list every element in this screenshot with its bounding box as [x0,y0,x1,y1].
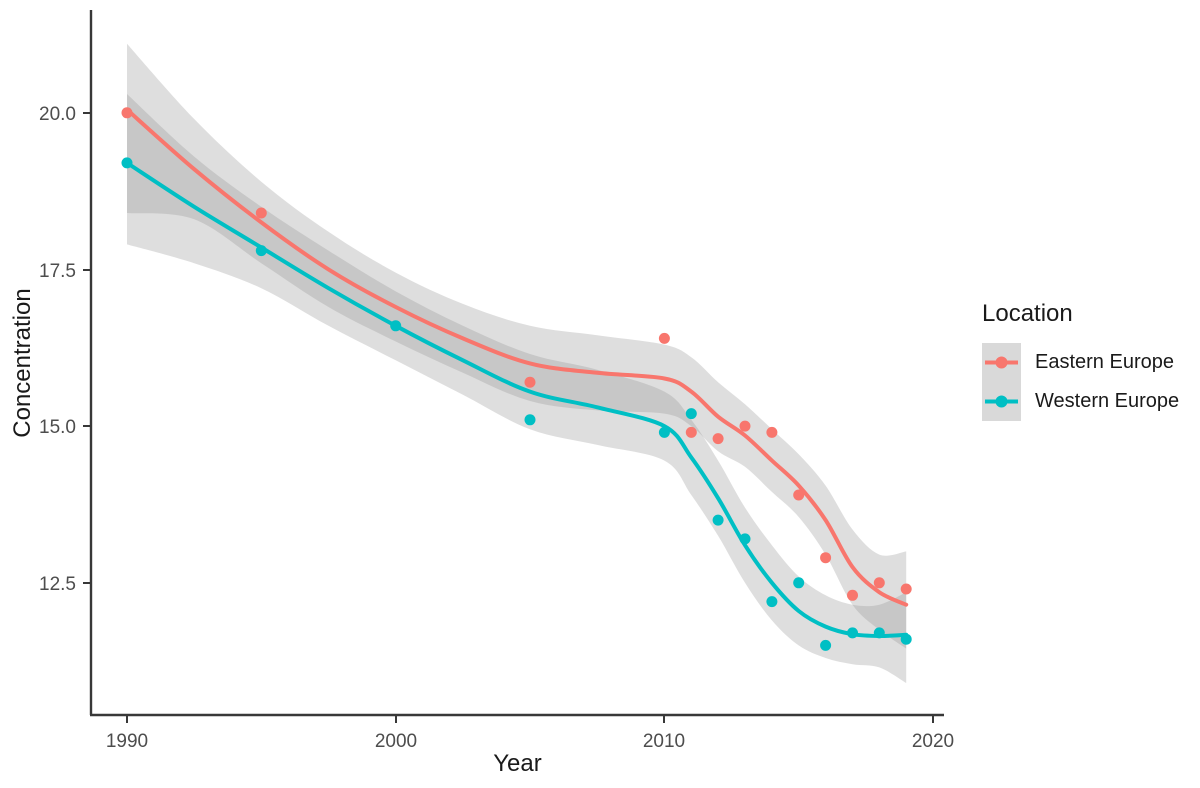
y-tick-label-20-0: 20.0 [39,104,76,125]
data-point-western-europe [900,633,912,645]
legend-title: Location [982,300,1073,327]
y-tick-label-17-5: 17.5 [39,261,76,282]
data-point-western-europe [820,639,832,651]
data-point-western-europe [739,533,751,545]
legend-label-eastern-europe: Eastern Europe [1035,351,1174,373]
data-point-eastern-europe [793,489,805,501]
data-point-eastern-europe [658,332,670,344]
x-tick-label-2000: 2000 [375,731,417,752]
smooth-line-western-europe [125,160,909,639]
data-point-western-europe [793,577,805,589]
data-point-western-europe [390,320,402,332]
data-point-western-europe [255,245,267,257]
legend-key-point [995,356,1008,369]
data-point-eastern-europe [847,589,858,601]
data-point-western-europe [712,514,724,526]
data-point-western-europe [847,627,858,639]
data-point-eastern-europe [712,433,724,445]
x-tick-label-2020: 2020 [912,731,954,752]
legend-key-point [995,395,1008,408]
data-point-eastern-europe [820,552,832,564]
legend: Location Eastern Europe Western Europe [982,300,1179,421]
legend-item-western-europe: Western Europe [982,382,1179,421]
data-point-western-europe [873,627,885,639]
smooth-lines [125,107,909,639]
x-axis-title: Year [493,750,542,777]
data-point-western-europe [524,414,536,426]
data-point-eastern-europe [524,376,536,388]
x-tick-label-2010: 2010 [643,731,685,752]
y-axis-title: Concentration [9,288,36,438]
y-tick-label-15-0: 15.0 [39,417,76,438]
data-point-eastern-europe [900,583,912,595]
data-point-eastern-europe [766,426,778,438]
smooth-line-eastern-europe [125,107,909,607]
data-point-western-europe [766,596,778,608]
data-point-western-europe [685,408,697,420]
confidence-ribbons [127,43,907,683]
x-tick-label-1990: 1990 [106,731,148,752]
legend-label-western-europe: Western Europe [1035,390,1180,412]
data-point-western-europe [121,157,133,169]
data-points [121,107,912,651]
data-point-eastern-europe [255,207,267,219]
data-point-eastern-europe [121,107,133,119]
ci-ribbon-western-europe [127,94,907,683]
legend-key-eastern-europe [982,343,1021,382]
data-point-eastern-europe [739,420,751,432]
data-point-eastern-europe [685,426,697,438]
ci-ribbon-eastern-europe [127,43,907,649]
legend-key-western-europe [982,382,1021,421]
data-point-western-europe [658,426,670,438]
legend-item-eastern-europe: Eastern Europe [982,343,1179,382]
data-point-eastern-europe [873,577,885,589]
y-tick-label-12-5: 12.5 [39,574,76,595]
